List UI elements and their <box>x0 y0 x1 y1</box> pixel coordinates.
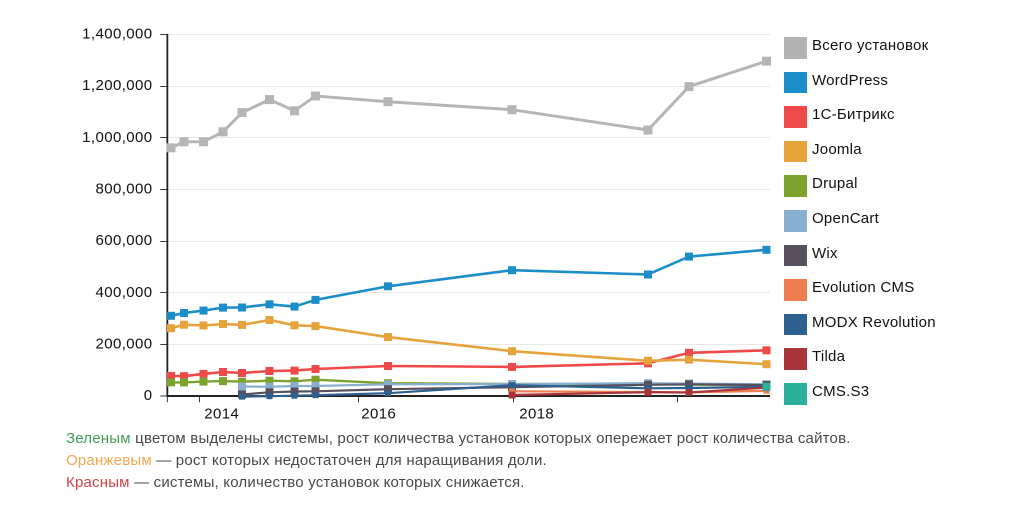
svg-text:200,000: 200,000 <box>95 336 152 353</box>
svg-text:0: 0 <box>144 387 153 404</box>
svg-text:2014: 2014 <box>204 405 239 422</box>
svg-text:2016: 2016 <box>361 405 396 422</box>
svg-text:1,200,000: 1,200,000 <box>82 77 152 94</box>
svg-text:1,000,000: 1,000,000 <box>82 129 152 146</box>
svg-text:800,000: 800,000 <box>95 181 152 198</box>
svg-text:2018: 2018 <box>519 405 554 422</box>
svg-text:600,000: 600,000 <box>95 232 152 249</box>
svg-text:400,000: 400,000 <box>95 284 152 301</box>
svg-text:1,400,000: 1,400,000 <box>82 26 152 43</box>
